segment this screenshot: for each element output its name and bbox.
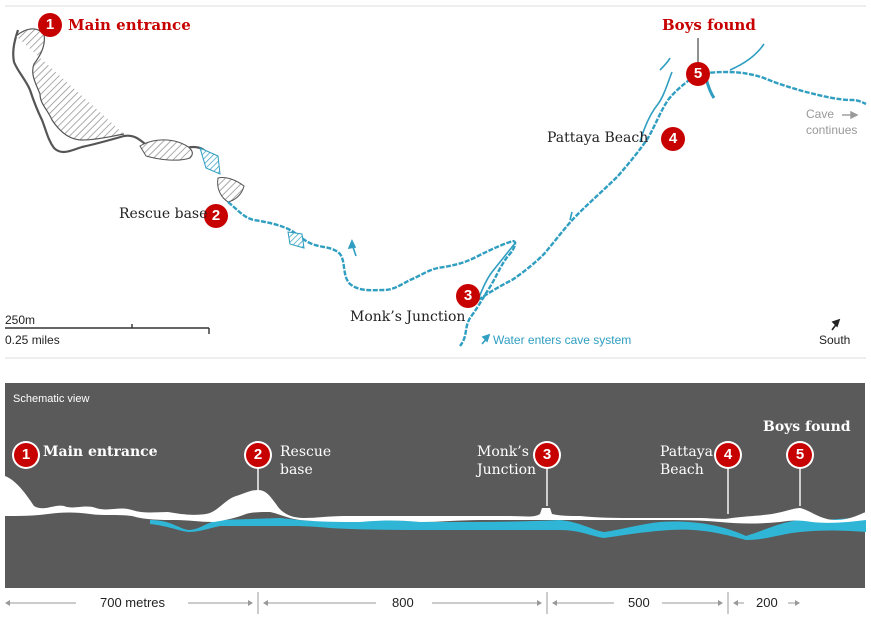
cave-passage-water (199, 43, 867, 347)
distance-segment-2: 800 (392, 595, 414, 610)
boys-found-label: Boys found (662, 16, 756, 34)
cave-continues-label: Cave (806, 107, 835, 121)
south-arrow (831, 318, 841, 331)
water-flow-arrow (347, 239, 357, 257)
schematic-marker-1: 1 (14, 443, 38, 467)
map-marker-3: 3 (456, 284, 480, 308)
distance-segment-1: 700 metres (100, 595, 166, 610)
main-entrance-label: Main entrance (68, 16, 191, 34)
schematic-rescue-label-1: Rescue (280, 444, 332, 460)
schematic-boys-found-label: Boys found (763, 419, 851, 435)
cave-continues-label-2: continues (806, 123, 858, 137)
schematic-title: Schematic view (13, 393, 90, 405)
schematic-monks-label-2: Junction (477, 462, 537, 478)
schematic-water (150, 516, 866, 540)
map-marker-5: 5 (686, 62, 710, 86)
schematic-marker-2: 2 (246, 443, 270, 467)
monks-junction-label: Monk’s Junction (350, 309, 466, 325)
water-enters-label: Water enters cave system (493, 333, 632, 347)
cave-continues-arrow (842, 110, 859, 120)
schematic-main-entrance-label: Main entrance (43, 444, 158, 460)
cave-passage-dry (12, 28, 245, 203)
schematic-pattaya-label-1: Pattaya (660, 444, 713, 460)
scale-miles-label: 0.25 miles (5, 333, 60, 347)
schematic-panel (5, 383, 865, 588)
schematic-marker-5: 5 (788, 443, 812, 467)
map-marker-2: 2 (204, 204, 228, 228)
water-enters-arrow (481, 333, 491, 345)
distance-segment-3: 500 (628, 595, 650, 610)
schematic-cave-profile (5, 476, 866, 524)
schematic-marker-4: 4 (716, 443, 740, 467)
distance-segment-4: 200 (756, 595, 778, 610)
south-label: South (819, 333, 851, 347)
map-marker-4: 4 (661, 127, 685, 151)
scale-bar (5, 324, 210, 334)
schematic-rescue-label-2: base (280, 462, 313, 478)
distance-axis (6, 592, 798, 614)
rescue-base-label: Rescue base (119, 206, 208, 222)
schematic-marker-3: 3 (535, 443, 559, 467)
map-marker-1: 1 (38, 13, 62, 37)
scale-metres-label: 250m (5, 313, 36, 327)
schematic-monks-label-1: Monk’s (477, 444, 529, 460)
schematic-pattaya-label-2: Beach (660, 462, 704, 478)
pattaya-beach-label: Pattaya Beach (547, 130, 649, 146)
